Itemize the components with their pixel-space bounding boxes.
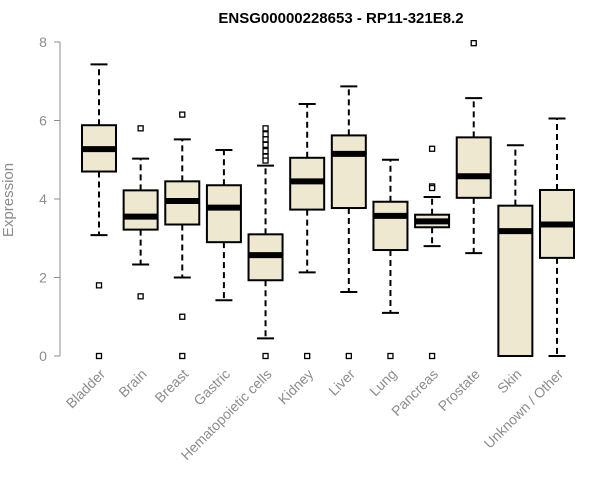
iqr-box — [330, 134, 367, 210]
iqr-box — [122, 189, 159, 231]
outlier-point — [179, 313, 186, 320]
box-hematopoietic-cells — [247, 125, 284, 360]
outlier-point — [262, 141, 269, 148]
box-lung — [372, 158, 409, 360]
y-axis-label: Expression — [0, 163, 17, 237]
box-liver — [330, 85, 367, 360]
outlier-point — [95, 282, 103, 289]
boxes-group — [81, 40, 575, 360]
outlier-point — [262, 125, 269, 132]
x-tick-label: Kidney — [275, 366, 317, 408]
iqr-box — [455, 136, 492, 199]
box-bladder — [81, 63, 117, 360]
outlier-point — [262, 147, 269, 155]
y-axis-ticks: 0 2 4 6 8 — [39, 34, 60, 364]
outlier-point — [262, 131, 269, 138]
outlier-point — [137, 125, 144, 132]
outlier-point — [179, 352, 186, 360]
y-tick-label: 8 — [39, 34, 47, 50]
x-tick-label: Skin — [494, 366, 525, 397]
iqr-box — [372, 200, 409, 252]
x-tick-label: Bladder — [63, 366, 109, 412]
box-prostate — [455, 40, 492, 255]
x-tick-label: Lung — [366, 366, 399, 399]
outlier-point — [428, 352, 436, 360]
outlier-point — [262, 136, 269, 143]
outlier-point — [387, 352, 394, 360]
outlier-point — [304, 352, 311, 360]
outlier-point — [428, 184, 436, 192]
box-kidney — [289, 103, 326, 360]
chart-title: ENSG00000228653 - RP11-321E8.2 — [218, 10, 463, 27]
outlier-point — [428, 145, 436, 152]
box-gastric — [205, 148, 242, 302]
y-tick-label: 4 — [39, 191, 47, 207]
iqr-box — [205, 184, 242, 244]
x-tick-label: Unknown / Other — [481, 366, 567, 452]
box-skin — [497, 144, 534, 357]
outlier-point — [137, 293, 144, 300]
box-unknown-other — [539, 117, 575, 357]
y-tick-label: 6 — [39, 113, 47, 129]
outlier-point — [262, 352, 269, 360]
outlier-point — [95, 352, 103, 360]
y-tick-label: 0 — [39, 348, 47, 364]
x-tick-label: Brain — [115, 366, 149, 400]
outlier-point — [262, 157, 269, 164]
box-breast — [164, 111, 201, 360]
outlier-point — [345, 352, 352, 360]
x-tick-label: Prostate — [435, 366, 483, 414]
box-pancreas — [414, 145, 451, 360]
outlier-point — [179, 111, 186, 118]
box-brain — [122, 125, 159, 300]
x-tick-label: Liver — [325, 366, 358, 399]
x-tick-label: Breast — [151, 366, 191, 406]
y-tick-label: 2 — [39, 270, 47, 286]
outlier-point — [470, 40, 477, 47]
